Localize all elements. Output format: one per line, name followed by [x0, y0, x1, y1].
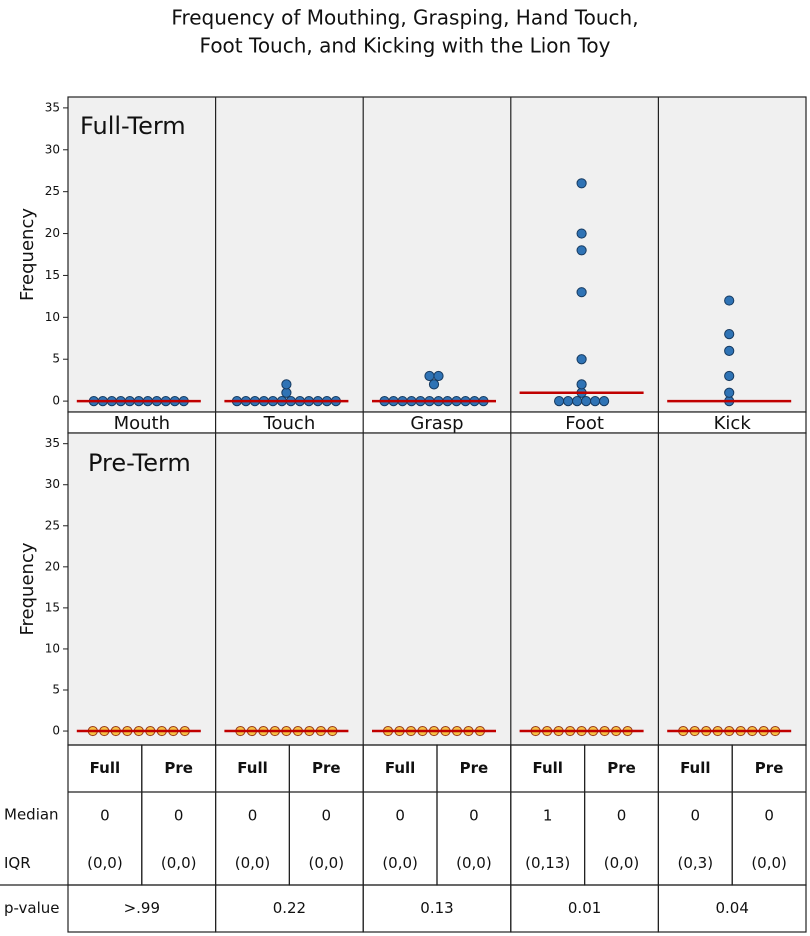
dot: [599, 396, 610, 407]
dot: [576, 287, 587, 298]
dot: [576, 228, 587, 239]
iqr-cell: (0,0): [382, 854, 418, 872]
y-tick-label: 30: [45, 477, 60, 491]
iqr-cell: (0,0): [751, 854, 787, 872]
panel-label: Pre-Term: [88, 449, 191, 477]
y-axis-label: Frequency: [17, 208, 38, 301]
iqr-cell: (0,0): [309, 854, 345, 872]
iqr-cell: (0,13): [525, 854, 570, 872]
iqr-cell: (0,0): [87, 854, 123, 872]
dot: [554, 396, 565, 407]
dot: [581, 396, 592, 407]
dot: [590, 396, 601, 407]
y-tick-label: 10: [45, 310, 60, 324]
dot: [724, 370, 735, 382]
iqr-cell: (0,0): [604, 854, 640, 872]
category-label: Grasp: [410, 413, 463, 434]
title-line: Frequency of Mouthing, Grasping, Hand To…: [171, 6, 638, 30]
group-header: Pre: [460, 759, 489, 777]
dot: [576, 178, 587, 189]
group-header: Pre: [312, 759, 341, 777]
dot: [281, 387, 292, 398]
iqr-cell: (0,0): [456, 854, 492, 872]
plot-area: [67, 96, 807, 413]
y-tick-label: 20: [45, 226, 60, 240]
dot: [724, 387, 735, 398]
median-cell: 0: [100, 807, 110, 825]
median-cell: 0: [764, 807, 774, 825]
median-cell: 0: [395, 807, 405, 825]
dot: [724, 295, 735, 306]
dot: [424, 370, 435, 382]
group-header: Pre: [607, 759, 636, 777]
y-tick-label: 5: [52, 682, 60, 696]
p-value-cell: 0.13: [420, 899, 453, 917]
y-tick-label: 0: [52, 394, 60, 408]
p-value-cell: 0.04: [715, 899, 748, 917]
dot: [572, 396, 583, 407]
row-label: p-value: [4, 899, 60, 917]
y-tick-label: 15: [45, 268, 60, 282]
y-tick-label: 20: [45, 559, 60, 573]
y-tick-label: 25: [45, 184, 60, 198]
dot: [576, 354, 587, 365]
group-header: Full: [237, 759, 267, 777]
category-label: Touch: [263, 413, 316, 434]
y-tick-label: 35: [45, 100, 60, 114]
p-value-cell: 0.01: [568, 899, 601, 917]
category-label: Mouth: [114, 413, 170, 434]
median-cell: 0: [691, 807, 701, 825]
row-label: Median: [4, 806, 59, 824]
title-line: Foot Touch, and Kicking with the Lion To…: [200, 34, 611, 58]
group-header: Full: [90, 759, 120, 777]
dot: [433, 370, 444, 382]
dot: [281, 379, 292, 390]
median-cell: 0: [617, 807, 627, 825]
median-cell: 0: [174, 807, 184, 825]
median-cell: 0: [322, 807, 332, 825]
category-label: Foot: [565, 413, 604, 434]
y-tick-label: 15: [45, 600, 60, 614]
dot: [724, 345, 735, 356]
dot: [576, 379, 587, 390]
y-axis-label: Frequency: [17, 542, 38, 635]
dot: [724, 328, 735, 340]
group-header: Full: [680, 759, 710, 777]
group-header: Full: [385, 759, 415, 777]
y-tick-label: 5: [52, 352, 60, 366]
group-header: Pre: [755, 759, 784, 777]
dot: [563, 396, 574, 407]
median-cell: 0: [248, 807, 258, 825]
iqr-cell: (0,0): [235, 854, 271, 872]
median-cell: 0: [469, 807, 479, 825]
plot-area: [67, 432, 807, 746]
y-tick-label: 0: [52, 724, 60, 738]
y-tick-label: 10: [45, 641, 60, 655]
y-tick-label: 30: [45, 142, 60, 156]
iqr-cell: (0,0): [161, 854, 197, 872]
table-cell-border: [657, 884, 807, 933]
category-label: Kick: [714, 413, 752, 434]
iqr-cell: (0,3): [678, 854, 714, 872]
dot: [576, 245, 587, 256]
p-value-cell: 0.22: [273, 899, 306, 917]
p-value-cell: >.99: [124, 899, 160, 917]
row-label: IQR: [4, 854, 31, 872]
dot: [428, 379, 440, 390]
panel-label: Full-Term: [80, 112, 186, 140]
y-tick-label: 35: [45, 436, 60, 450]
group-header: Pre: [164, 759, 193, 777]
y-tick-label: 25: [45, 518, 60, 532]
median-cell: 1: [543, 807, 553, 825]
group-header: Full: [532, 759, 562, 777]
